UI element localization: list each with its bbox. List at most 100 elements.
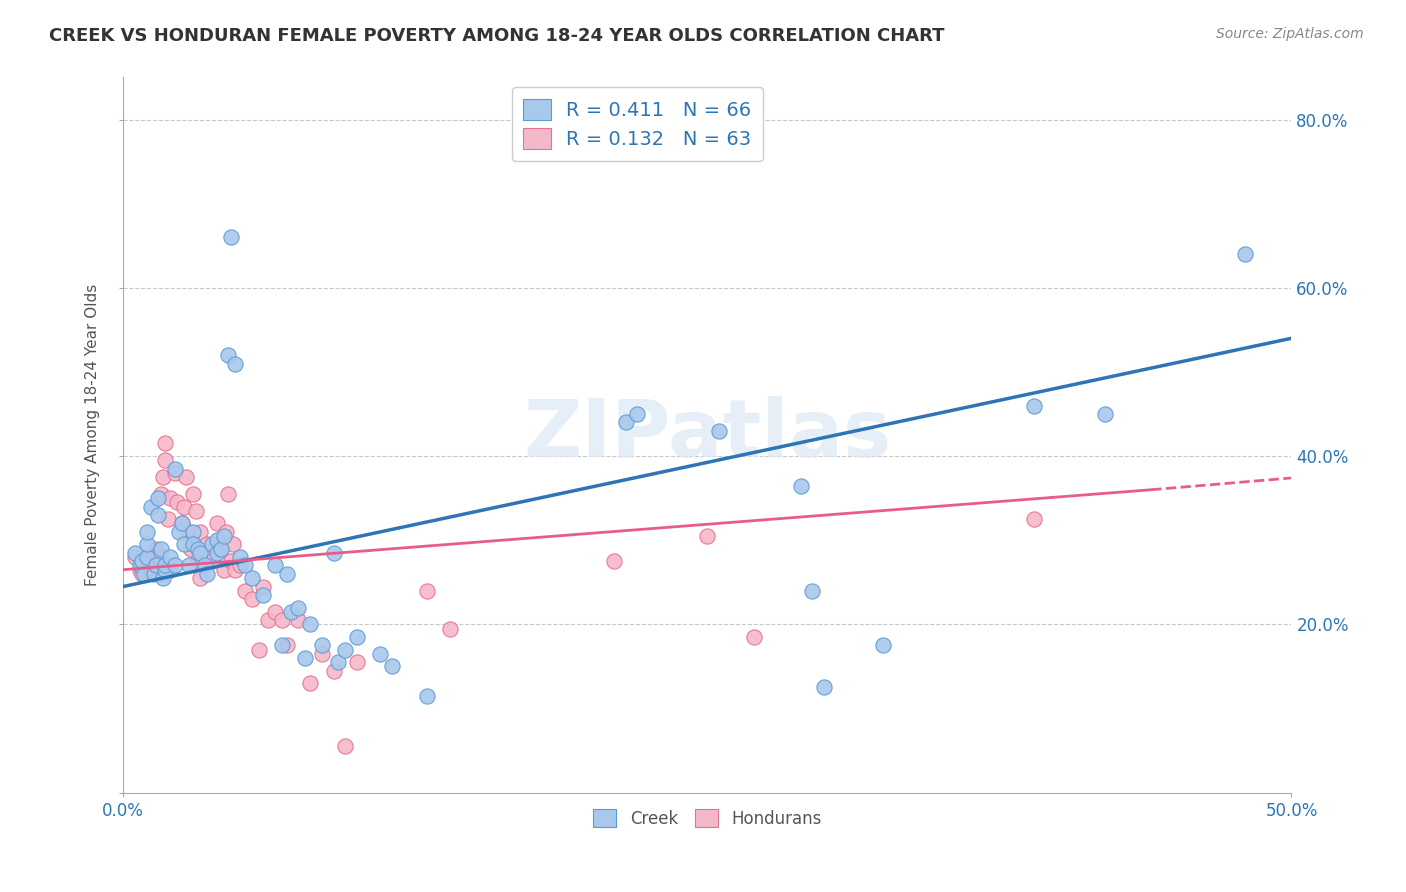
Point bbox=[152, 571, 174, 585]
Point bbox=[128, 558, 150, 573]
Point bbox=[159, 491, 181, 505]
Point bbox=[131, 554, 153, 568]
Point bbox=[163, 558, 186, 573]
Point bbox=[368, 647, 391, 661]
Point bbox=[614, 416, 637, 430]
Point bbox=[801, 583, 824, 598]
Point bbox=[181, 487, 204, 501]
Point bbox=[603, 554, 626, 568]
Point bbox=[233, 558, 256, 573]
Y-axis label: Female Poverty Among 18-24 Year Olds: Female Poverty Among 18-24 Year Olds bbox=[86, 284, 100, 586]
Point bbox=[156, 512, 179, 526]
Point bbox=[1233, 247, 1256, 261]
Point bbox=[813, 681, 835, 695]
Point bbox=[264, 558, 287, 573]
Point bbox=[173, 500, 195, 514]
Point bbox=[439, 622, 461, 636]
Point bbox=[141, 550, 163, 565]
Point bbox=[271, 639, 294, 653]
Point bbox=[124, 546, 146, 560]
Point bbox=[152, 566, 174, 581]
Point bbox=[188, 546, 211, 560]
Point bbox=[134, 566, 156, 581]
Point bbox=[707, 424, 730, 438]
Point bbox=[240, 571, 263, 585]
Point bbox=[181, 524, 204, 539]
Point bbox=[212, 563, 235, 577]
Point bbox=[322, 546, 344, 560]
Point bbox=[176, 470, 198, 484]
Point bbox=[233, 583, 256, 598]
Point bbox=[188, 571, 211, 585]
Point bbox=[148, 508, 170, 522]
Point bbox=[240, 592, 263, 607]
Point bbox=[152, 470, 174, 484]
Point bbox=[280, 605, 302, 619]
Point bbox=[219, 230, 242, 244]
Point bbox=[294, 651, 316, 665]
Point bbox=[148, 491, 170, 505]
Text: Source: ZipAtlas.com: Source: ZipAtlas.com bbox=[1216, 27, 1364, 41]
Point bbox=[1024, 399, 1046, 413]
Point bbox=[181, 537, 204, 551]
Point bbox=[264, 605, 287, 619]
Point bbox=[1094, 407, 1116, 421]
Point bbox=[209, 541, 232, 556]
Point bbox=[142, 546, 165, 560]
Point bbox=[201, 537, 224, 551]
Point bbox=[148, 550, 170, 565]
Point bbox=[322, 664, 344, 678]
Point bbox=[177, 558, 200, 573]
Point bbox=[1024, 512, 1046, 526]
Point bbox=[328, 655, 350, 669]
Point bbox=[346, 655, 368, 669]
Point bbox=[163, 466, 186, 480]
Point bbox=[311, 647, 333, 661]
Point bbox=[257, 613, 280, 627]
Point bbox=[138, 558, 160, 573]
Point bbox=[205, 546, 228, 560]
Point bbox=[790, 478, 813, 492]
Point bbox=[696, 529, 718, 543]
Point bbox=[155, 558, 177, 573]
Point bbox=[872, 639, 894, 653]
Point bbox=[159, 550, 181, 565]
Point bbox=[163, 461, 186, 475]
Point bbox=[205, 533, 228, 548]
Point bbox=[287, 600, 309, 615]
Point bbox=[134, 558, 156, 573]
Point bbox=[209, 541, 232, 556]
Point bbox=[626, 407, 648, 421]
Point bbox=[180, 541, 202, 556]
Point bbox=[170, 516, 193, 531]
Point bbox=[159, 563, 181, 577]
Point bbox=[187, 541, 209, 556]
Point bbox=[131, 566, 153, 581]
Point bbox=[135, 537, 157, 551]
Point bbox=[194, 550, 217, 565]
Point bbox=[170, 516, 193, 531]
Point bbox=[252, 580, 274, 594]
Point bbox=[247, 642, 270, 657]
Point bbox=[135, 550, 157, 565]
Point bbox=[135, 524, 157, 539]
Point bbox=[149, 487, 172, 501]
Text: CREEK VS HONDURAN FEMALE POVERTY AMONG 18-24 YEAR OLDS CORRELATION CHART: CREEK VS HONDURAN FEMALE POVERTY AMONG 1… bbox=[49, 27, 945, 45]
Point bbox=[224, 357, 246, 371]
Point bbox=[155, 436, 177, 450]
Point bbox=[217, 487, 239, 501]
Point bbox=[346, 630, 368, 644]
Point bbox=[212, 529, 235, 543]
Point bbox=[194, 558, 217, 573]
Point bbox=[416, 583, 439, 598]
Point bbox=[187, 554, 209, 568]
Point bbox=[311, 639, 333, 653]
Point bbox=[195, 537, 218, 551]
Point bbox=[205, 516, 228, 531]
Point bbox=[135, 554, 157, 568]
Point bbox=[219, 554, 242, 568]
Point bbox=[229, 558, 252, 573]
Point bbox=[173, 537, 195, 551]
Point bbox=[184, 504, 207, 518]
Point bbox=[169, 524, 191, 539]
